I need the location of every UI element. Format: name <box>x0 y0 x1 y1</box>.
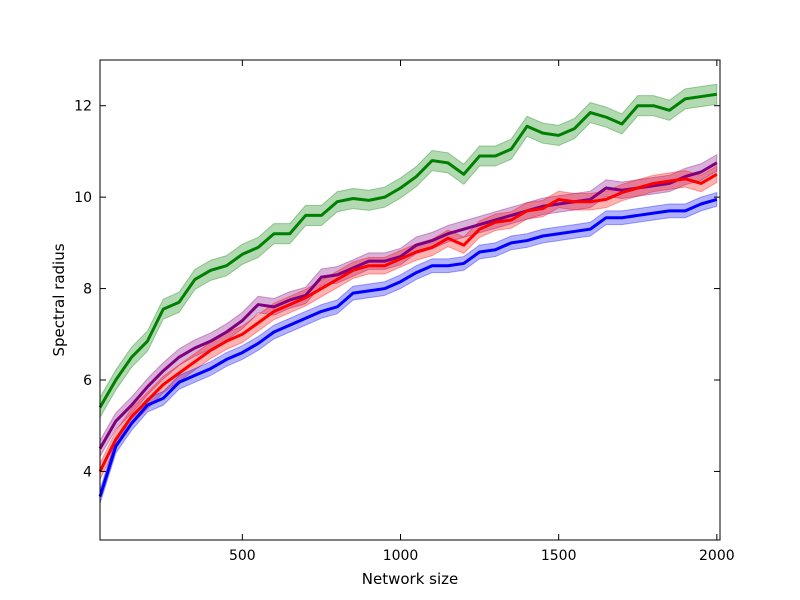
y-tick-label: 8 <box>83 282 92 298</box>
series-2-line <box>98 172 718 473</box>
series-3-line <box>98 197 718 498</box>
y-tick-label: 4 <box>83 464 92 480</box>
y-axis-label: Spectral radius <box>50 243 68 356</box>
x-axis-ticks: 500 1000 1500 2000 <box>229 60 735 564</box>
series-lines <box>98 92 718 498</box>
y-tick-label: 6 <box>83 373 92 389</box>
y-axis-ticks: 4 6 8 10 12 <box>74 99 720 480</box>
y-tick-label: 10 <box>74 190 92 206</box>
x-axis-label: Network size <box>362 570 458 588</box>
series-1-line <box>98 161 718 450</box>
y-tick-label: 12 <box>74 99 92 115</box>
series-3-band <box>99 191 718 504</box>
series-2-band <box>99 165 718 480</box>
series-0-line <box>98 92 718 409</box>
x-tick-label: 500 <box>229 548 256 564</box>
confidence-bands <box>99 83 718 504</box>
series-0-band <box>99 83 718 420</box>
plot-frame <box>99 59 721 541</box>
x-tick-label: 1000 <box>383 548 419 564</box>
x-tick-label: 2000 <box>699 548 735 564</box>
x-tick-label: 1500 <box>541 548 577 564</box>
